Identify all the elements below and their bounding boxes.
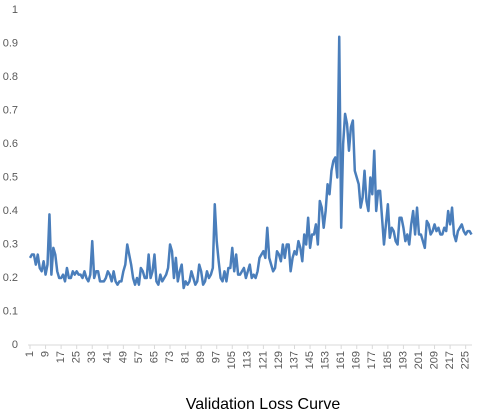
x-tick-label: 1: [24, 351, 36, 357]
x-tick-label: 73: [164, 351, 176, 363]
x-tick-label: 145: [304, 351, 316, 369]
loss-line: [28, 35, 473, 290]
x-tick-label: 97: [211, 351, 223, 363]
x-tick-label: 137: [288, 351, 300, 369]
y-tick-label: 0: [12, 339, 18, 351]
y-tick-label: 1: [12, 4, 18, 16]
x-tick-label: 161: [335, 351, 347, 369]
x-tick-label: 169: [351, 351, 363, 369]
x-tick-label: 201: [413, 351, 425, 369]
x-tick-label: 17: [55, 351, 67, 363]
x-tick-label: 57: [133, 351, 145, 363]
y-tick-label: 0.2: [3, 272, 18, 284]
x-tick-label: 33: [86, 351, 98, 363]
x-tick-label: 217: [444, 351, 456, 369]
x-tick-label: 49: [117, 351, 129, 363]
x-tick-label: 121: [257, 351, 269, 369]
y-tick-label: 0.9: [3, 37, 18, 49]
x-tick-label: 225: [460, 351, 472, 369]
y-tick-label: 0.5: [3, 171, 18, 183]
y-tick-label: 0.4: [3, 205, 18, 217]
x-tick-label: 113: [242, 351, 254, 369]
x-tick-label: 81: [180, 351, 192, 363]
x-tick-label: 177: [366, 351, 378, 369]
x-tick-label: 25: [71, 351, 83, 363]
x-tick-label: 105: [226, 351, 238, 369]
x-tick-label: 209: [428, 351, 440, 369]
y-tick-label: 0.8: [3, 71, 18, 83]
x-tick-label: 185: [382, 351, 394, 369]
x-tick-label: 129: [273, 351, 285, 369]
y-tick-label: 0.7: [3, 104, 18, 116]
y-tick-label: 0.3: [3, 238, 18, 250]
x-tick-label: 89: [195, 351, 207, 363]
x-tick-label: 193: [397, 351, 409, 369]
chart-title: Validation Loss Curve: [186, 396, 341, 413]
x-tick-label: 153: [320, 351, 332, 369]
y-tick-label: 0.6: [3, 138, 18, 150]
y-tick-label: 0.1: [3, 305, 18, 317]
x-tick-label: 65: [148, 351, 160, 363]
x-tick-label: 41: [102, 351, 114, 363]
x-tick-label: 9: [39, 351, 51, 357]
